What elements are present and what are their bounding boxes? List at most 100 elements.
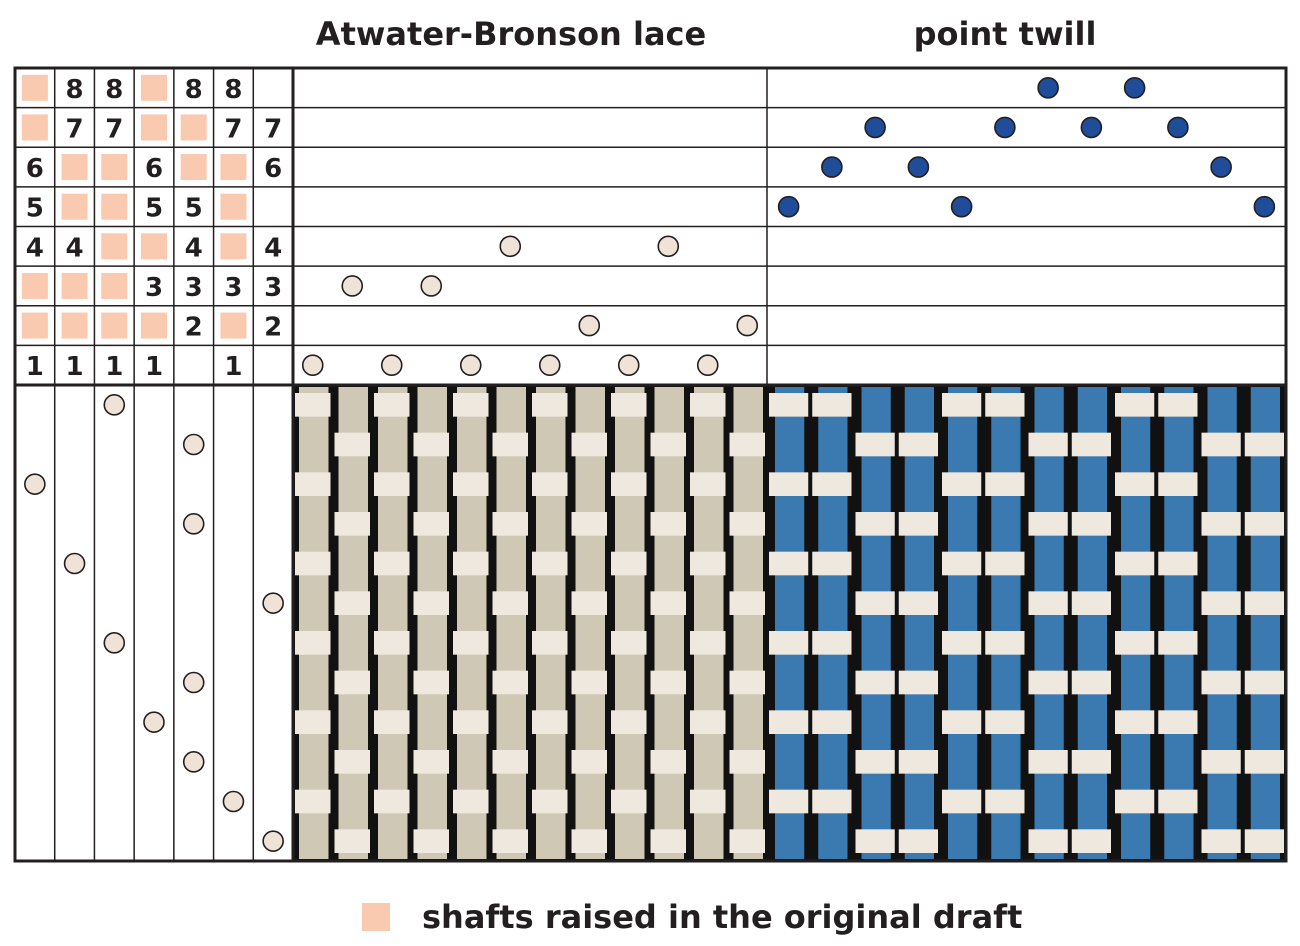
lace-weft-float [690, 393, 726, 417]
twill-weft-float [855, 750, 895, 774]
treadling-mark [103, 394, 126, 416]
lace-weft-float [611, 710, 647, 734]
lace-weft-float [611, 789, 647, 814]
twill-title: point twill [914, 15, 1097, 53]
lace-threading-mark [420, 275, 443, 297]
tie-up-shaft-number: 8 [66, 75, 84, 105]
twill-weft-float [942, 710, 982, 734]
twill-threading-mark [1167, 116, 1189, 139]
twill-weft-float [898, 750, 938, 774]
twill-threading-mark [907, 156, 930, 178]
twill-weft-float [1115, 710, 1155, 734]
twill-threading-mark [994, 116, 1016, 139]
raised-shaft-marker [61, 193, 88, 220]
treadling-mark [103, 632, 126, 654]
twill-weft-float [942, 551, 982, 576]
lace-threading-mark [380, 354, 403, 376]
lace-weft-float [413, 670, 449, 695]
twill-weft-float [985, 393, 1025, 417]
lace-weft-float [650, 670, 686, 695]
twill-weft-float [1201, 512, 1241, 536]
lace-weft-float [650, 432, 686, 457]
twill-weft-float [812, 789, 852, 814]
raised-shaft-marker [220, 233, 247, 260]
twill-weft-float [942, 472, 982, 496]
twill-weft-float [1028, 829, 1068, 853]
lace-weft-float [532, 393, 568, 417]
twill-weft-float [855, 670, 895, 695]
lace-threading-mark [459, 354, 482, 376]
tie-up-shaft-number: 5 [145, 194, 163, 224]
twill-threading-mark [821, 156, 843, 178]
raised-shaft-marker [220, 193, 247, 220]
twill-weft-float [1201, 670, 1241, 695]
twill-weft-float [1115, 551, 1155, 576]
twill-threading-mark [1253, 195, 1276, 218]
tie-up-shaft-number: 2 [185, 313, 203, 343]
twill-weft-float [1158, 789, 1198, 814]
lace-weft-float [690, 472, 726, 496]
twill-weft-float [1158, 631, 1198, 655]
twill-weft-float [985, 710, 1025, 734]
lace-weft-float [374, 710, 410, 734]
twill-warp-thread [1034, 387, 1064, 859]
lace-weft-float [650, 591, 686, 615]
raised-shaft-marker [180, 114, 207, 141]
twill-threading-mark [950, 195, 973, 218]
lace-weft-float [492, 432, 528, 457]
twill-weft-float [1071, 591, 1111, 615]
twill-weft-float [1201, 750, 1241, 774]
twill-weft-float [1244, 829, 1284, 853]
lace-weft-float [453, 472, 489, 496]
lace-weft-float [334, 512, 370, 536]
lace-weft-float [690, 789, 726, 814]
treadling-mark [182, 433, 205, 456]
tie-up-shaft-number: 7 [264, 114, 282, 144]
twill-weft-float [1028, 591, 1068, 615]
twill-weft-float [1071, 432, 1111, 457]
lace-weft-float [532, 631, 568, 655]
twill-weft-float [1071, 512, 1111, 536]
lace-weft-float [571, 591, 607, 615]
lace-weft-float [571, 670, 607, 695]
lace-threading-mark [538, 354, 561, 376]
legend-swatch [362, 903, 390, 931]
lace-weft-float [295, 789, 331, 814]
twill-weft-float [1115, 472, 1155, 496]
lace-weft-float [650, 750, 686, 774]
raised-shaft-marker [220, 154, 247, 181]
treadling-mark [24, 473, 46, 495]
twill-warp-thread [1164, 387, 1194, 859]
lace-threading-mark [301, 354, 324, 376]
twill-weft-float [1158, 710, 1198, 734]
lace-weft-float [374, 631, 410, 655]
twill-warp-thread [948, 387, 978, 859]
lace-warp-thread [536, 387, 566, 859]
lace-weft-float [334, 670, 370, 695]
lace-weft-float [650, 512, 686, 536]
twill-weft-float [812, 393, 852, 417]
twill-weft-float [1244, 432, 1284, 457]
twill-weft-float [855, 432, 895, 457]
lace-weft-float [611, 472, 647, 496]
twill-weft-float [1071, 829, 1111, 853]
twill-weft-float [1158, 393, 1198, 417]
twill-warp-thread [861, 387, 891, 859]
raised-shaft-marker [101, 233, 128, 260]
twill-weft-float [1071, 750, 1111, 774]
twill-weft-float [855, 591, 895, 615]
lace-weft-float [492, 750, 528, 774]
lace-warp-thread [733, 387, 763, 859]
lace-weft-float [453, 789, 489, 814]
twill-warp-thread [904, 387, 934, 859]
twill-threading-mark [1210, 156, 1232, 178]
tie-up-shaft-number: 6 [26, 154, 44, 184]
treadling-grid [24, 394, 284, 852]
raised-shaft-marker [141, 114, 167, 141]
twill-weft-float [812, 472, 852, 496]
lace-weft-float [374, 551, 410, 576]
tie-up-shaft-number: 6 [145, 154, 163, 184]
raised-shaft-marker [180, 154, 207, 181]
twill-weft-float [1028, 432, 1068, 457]
